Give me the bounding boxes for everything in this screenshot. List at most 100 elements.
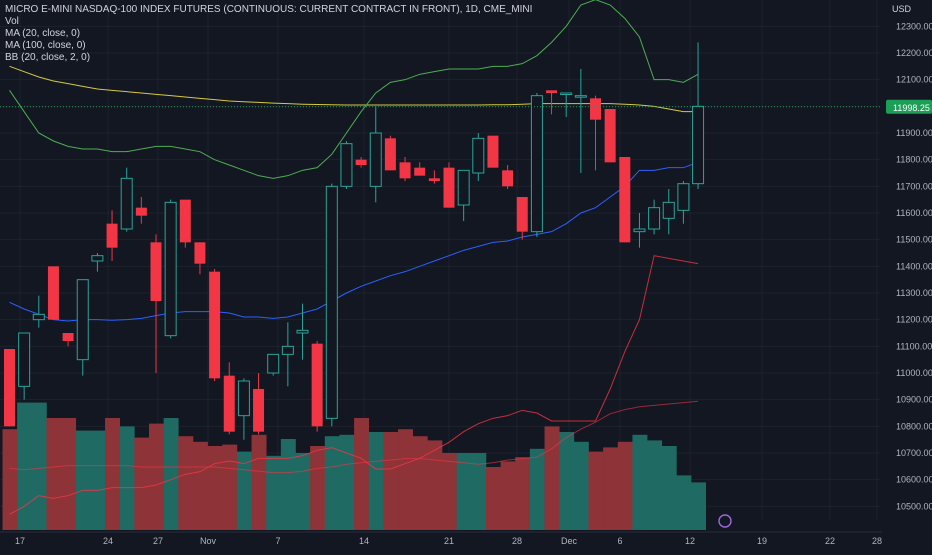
candle-body bbox=[546, 90, 558, 93]
volume-ma-line bbox=[9, 400, 699, 474]
candle-body bbox=[384, 138, 396, 171]
volume-bar bbox=[383, 432, 399, 530]
candle-body bbox=[516, 197, 528, 232]
volume-bar bbox=[632, 434, 648, 530]
volume-bar bbox=[647, 440, 663, 530]
price-tick-label: 11700.00 bbox=[896, 181, 932, 191]
price-tick-label: 11000.00 bbox=[896, 368, 932, 378]
volume-bar bbox=[500, 461, 516, 530]
volume-bar bbox=[573, 441, 589, 530]
price-tick-label: 11200.00 bbox=[896, 315, 932, 325]
price-tick-label: 11800.00 bbox=[896, 155, 932, 165]
time-tick-label: 14 bbox=[359, 536, 369, 546]
candle-body bbox=[253, 389, 265, 432]
time-tick-label: 28 bbox=[512, 536, 522, 546]
volume-bar bbox=[149, 423, 164, 530]
volume-bar bbox=[295, 453, 311, 530]
candle-body bbox=[135, 207, 147, 216]
volume-bar bbox=[178, 436, 194, 530]
time-tick-label: 7 bbox=[275, 536, 280, 546]
candle-body bbox=[560, 92, 573, 95]
price-tick-label: 11100.00 bbox=[896, 341, 932, 351]
time-tick-label: 24 bbox=[103, 536, 113, 546]
candle-body bbox=[619, 157, 631, 243]
candle-body bbox=[692, 105, 705, 185]
legend-volume[interactable]: Vol bbox=[5, 16, 19, 27]
symbol-title[interactable]: MICRO E-MINI NASDAQ-100 INDEX FUTURES (C… bbox=[5, 4, 533, 15]
candle-body bbox=[325, 185, 338, 419]
volume-bar bbox=[617, 441, 633, 530]
candle-body bbox=[223, 375, 235, 432]
time-tick-label: Nov bbox=[200, 536, 217, 546]
candle-body bbox=[487, 135, 499, 168]
price-badge bbox=[886, 99, 932, 114]
candle-body bbox=[120, 177, 133, 230]
volume-bar bbox=[310, 446, 326, 530]
volume-bar bbox=[266, 455, 282, 530]
candle-body bbox=[428, 178, 440, 181]
price-tick-label: 10900.00 bbox=[896, 395, 932, 405]
volume-bar bbox=[61, 418, 77, 530]
time-tick-label: 28 bbox=[872, 536, 882, 546]
price-tick-label: 12100.00 bbox=[896, 75, 932, 85]
candle-body bbox=[209, 271, 221, 379]
currency-label: USD bbox=[892, 4, 912, 14]
candle-body bbox=[18, 332, 31, 387]
candle-body bbox=[62, 333, 74, 341]
volume-bar bbox=[280, 439, 296, 530]
volume-bar bbox=[17, 402, 33, 530]
time-tick-label: Dec bbox=[561, 536, 578, 546]
dividend-event-icon[interactable] bbox=[718, 514, 732, 528]
time-tick-label: 27 bbox=[153, 536, 163, 546]
candle-body bbox=[91, 255, 104, 262]
legend-bollinger[interactable]: BB (20, close, 2, 0) bbox=[5, 52, 91, 63]
volume-bar bbox=[207, 446, 223, 530]
volume-bar bbox=[456, 453, 472, 530]
candle-body bbox=[106, 223, 118, 248]
volume-bar bbox=[588, 451, 604, 530]
candle-body bbox=[340, 143, 353, 187]
price-tick-label: 10800.00 bbox=[896, 421, 932, 431]
volume-bar bbox=[75, 430, 91, 530]
volume-bar bbox=[485, 467, 501, 530]
price-tick-label: 10600.00 bbox=[896, 475, 932, 485]
candle-body bbox=[677, 183, 690, 211]
price-tick-label: 10700.00 bbox=[896, 448, 932, 458]
volume-bar bbox=[544, 426, 560, 530]
volume-bar bbox=[471, 453, 487, 530]
volume-bar bbox=[119, 426, 135, 530]
price-tick-label: 11900.00 bbox=[896, 128, 932, 138]
volume-bar bbox=[412, 436, 428, 530]
candle-body bbox=[369, 132, 382, 187]
volume-bar bbox=[603, 447, 619, 530]
volume-bar bbox=[105, 418, 120, 530]
candle-body bbox=[414, 167, 426, 176]
candle-body bbox=[472, 137, 485, 174]
candle-body bbox=[4, 349, 15, 427]
legend-ma100[interactable]: MA (100, close, 0) bbox=[5, 40, 86, 51]
volume-bar bbox=[427, 440, 443, 530]
bb-upper-line bbox=[9, 0, 699, 179]
legend-ma20[interactable]: MA (20, close, 0) bbox=[5, 28, 81, 39]
volume-bar bbox=[559, 432, 575, 530]
ma100-line bbox=[9, 65, 699, 113]
price-tick-label: 11500.00 bbox=[896, 235, 932, 245]
time-tick-label: 22 bbox=[825, 536, 835, 546]
candle-body bbox=[164, 201, 177, 337]
candle-body bbox=[604, 109, 616, 163]
bb-lower-line bbox=[9, 255, 699, 515]
price-tick-label: 11600.00 bbox=[896, 208, 932, 218]
candle-body bbox=[47, 266, 59, 320]
time-tick-label: 12 bbox=[685, 536, 695, 546]
volume-bar bbox=[442, 453, 457, 530]
price-tick-label: 11300.00 bbox=[896, 288, 932, 298]
time-tick-label: 6 bbox=[617, 536, 622, 546]
candle-body bbox=[590, 98, 601, 120]
candle-body bbox=[179, 199, 191, 243]
volume-bar bbox=[163, 418, 179, 530]
volume-bar bbox=[354, 418, 370, 530]
volume-bar bbox=[90, 430, 106, 530]
price-tick-label: 11400.00 bbox=[896, 261, 932, 271]
